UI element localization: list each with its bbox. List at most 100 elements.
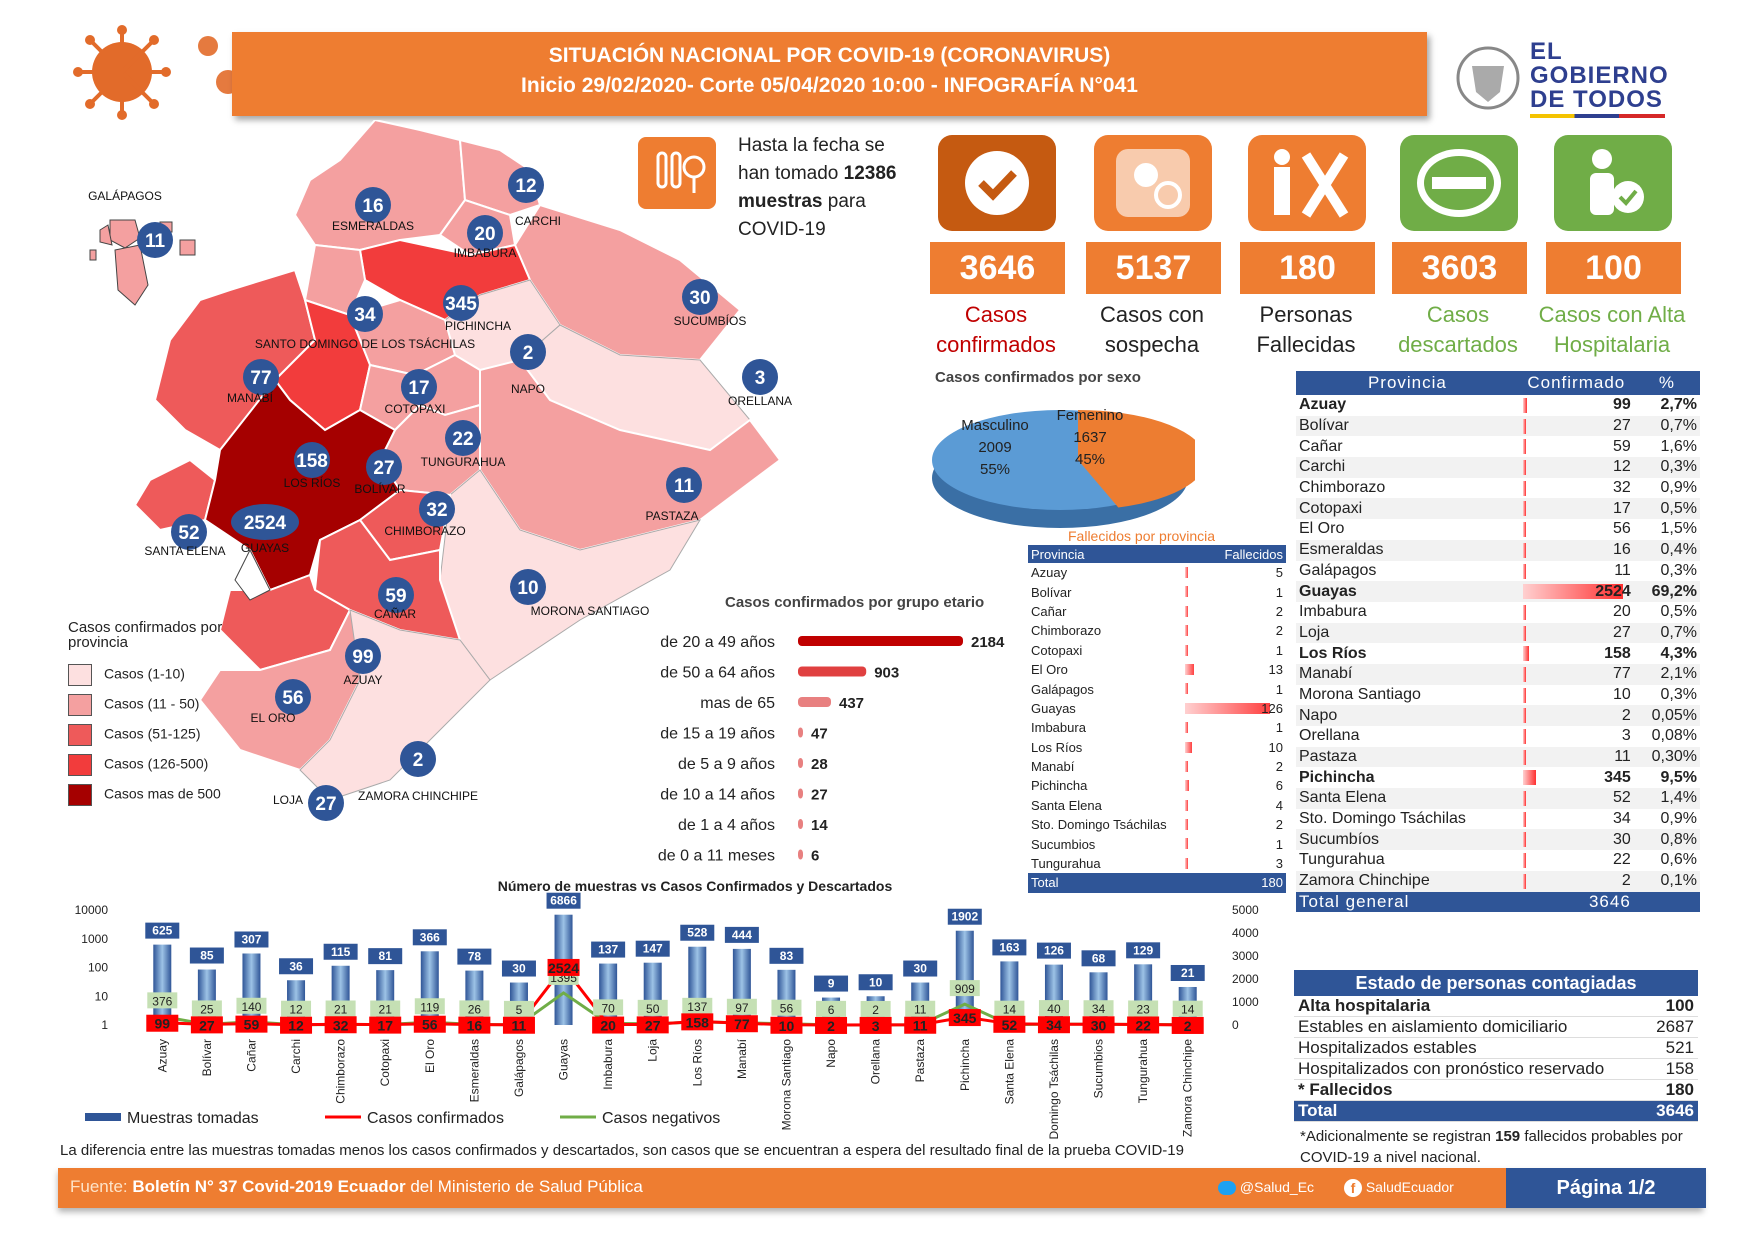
combo-category: Bolívar	[200, 1039, 214, 1076]
combo-neg-label: 6	[828, 1003, 835, 1017]
combo-category: Pichincha	[958, 1039, 972, 1091]
province-row: Sucumbíos 30 0,8%	[1296, 829, 1700, 851]
province-col-provincia: Provincia	[1296, 371, 1519, 395]
age-chart-title: Casos confirmados por grupo etario	[725, 594, 985, 611]
fallecidos-number: 1	[1275, 836, 1283, 852]
province-bar	[1522, 791, 1526, 807]
province-zamora-chinchipe	[299, 609, 491, 801]
facebook-handle[interactable]: SaludEcuador	[1365, 1179, 1454, 1195]
combo-category: Tungurahua	[1136, 1039, 1150, 1104]
legend-swatch	[68, 664, 92, 686]
age-bar	[798, 758, 803, 768]
facebook-icon[interactable]: f	[1343, 1179, 1362, 1198]
footer-bar: Fuente: Boletín N° 37 Covid-2019 Ecuador…	[58, 1168, 1703, 1208]
fallecidos-bar	[1185, 857, 1188, 869]
province-percent: 0,9%	[1660, 810, 1697, 828]
province-row: El Oro 56 1,5%	[1296, 519, 1700, 540]
combo-neg-label-bg	[860, 1000, 891, 1017]
fallecidos-value: 4	[1185, 796, 1286, 815]
combo-legend-label: Casos confirmados	[367, 1110, 504, 1127]
fallecidos-value: 1	[1185, 718, 1286, 737]
province-row: Tungurahua 22 0,6%	[1296, 850, 1700, 871]
province-bar	[1522, 749, 1526, 765]
legend-swatch	[68, 724, 92, 746]
province-row: Zamora Chinchipe 2 0,1%	[1296, 870, 1700, 892]
combo-bar-label-bg	[368, 948, 403, 965]
fallecidos-total-row: Total 180	[1028, 873, 1286, 893]
province-confirmed-value: 99	[1613, 396, 1631, 414]
legend-label: Casos (11 - 50)	[104, 695, 200, 712]
estado-label: * Fallecidos	[1294, 1079, 1647, 1101]
combo-bar	[242, 953, 261, 1025]
combo-bar-label-bg	[814, 975, 849, 992]
province-row: Imbabura 20 0,5%	[1296, 602, 1700, 623]
combo-bar-label-bg	[947, 908, 982, 925]
combo-conf-label: 56	[422, 1017, 438, 1033]
fallecidos-bar	[1185, 780, 1190, 792]
fallecidos-row: Los Ríos 10	[1028, 738, 1286, 757]
province-confirmed-value: 2524	[1595, 582, 1631, 600]
combo-conf-label-bg	[725, 1015, 758, 1033]
person-x-icon	[1248, 135, 1366, 231]
combo-bar-label-bg	[635, 940, 670, 957]
combo-category: Sto. Domingo Tsáchilas	[1047, 1039, 1061, 1140]
footer-boletin: Boletín N° 37 Covid-2019 Ecuador	[132, 1177, 406, 1196]
province-bar-cell	[1518, 415, 1523, 437]
age-label: mas de 65	[700, 695, 775, 712]
combo-bar-label: 163	[999, 940, 1019, 954]
fallecidos-row: Santa Elena 4	[1028, 796, 1286, 815]
pie-fem-pct: 45%	[1075, 451, 1105, 468]
province-percent: 0,05%	[1633, 705, 1700, 726]
province-percent: 0,4%	[1633, 539, 1700, 561]
combo-left-tick: 10	[95, 989, 109, 1003]
estado-value: 2687	[1646, 1016, 1698, 1038]
fallecidos-value: 2	[1185, 815, 1286, 834]
combo-category: Manabí	[735, 1038, 749, 1079]
age-label: de 50 a 64 años	[660, 665, 775, 682]
stat-label-line1: Casos con Alta	[1538, 302, 1686, 327]
province-bar-cell	[1518, 788, 1523, 809]
stat-value-2: 180	[1240, 242, 1375, 294]
province-percent: 0,5%	[1633, 498, 1700, 520]
province-confirmed-value: 158	[1604, 644, 1631, 662]
combo-conf-label-bg	[592, 1016, 625, 1034]
pie-masc-pct: 55%	[980, 461, 1010, 478]
fallecidos-bar	[1185, 663, 1194, 675]
province-confirmed-value: 12	[1613, 458, 1631, 476]
legend-label: Casos (126-500)	[104, 755, 209, 772]
map-legend-title: Casos confirmados por provincia	[68, 619, 223, 651]
combo-conf-label-bg	[993, 1015, 1026, 1033]
combo-bar-label: 366	[420, 930, 440, 944]
twitter-icon[interactable]	[1218, 1181, 1236, 1196]
logo-flag-bar	[1530, 114, 1665, 118]
combo-category: El Oro	[423, 1039, 437, 1073]
province-confirmed-value: 345	[1604, 768, 1631, 786]
combo-neg-label: 2	[872, 1003, 879, 1017]
province-confirmed-value: 59	[1613, 437, 1631, 455]
logo-line-2: GOBIERNO	[1530, 62, 1669, 89]
combo-conf-label-bg	[1127, 1016, 1160, 1034]
province-confirmed: 32	[1522, 478, 1634, 499]
province-confirmed: 30	[1522, 829, 1634, 851]
province-bar	[1522, 563, 1526, 579]
fallecidos-provincia: Imbabura	[1031, 720, 1086, 736]
test-tube-icon	[638, 137, 716, 209]
province-row: Orellana 3 0,08%	[1296, 726, 1700, 747]
combo-bar-label-bg	[992, 939, 1027, 956]
fallecidos-value: 1	[1185, 582, 1286, 601]
combo-neg-label: 50	[646, 1002, 660, 1016]
province-col-percent: %	[1633, 371, 1700, 395]
footer-del: del	[410, 1177, 434, 1196]
map-legend-item: Casos (11 - 50)	[68, 694, 248, 716]
twitter-handle[interactable]: @Salud_Ec	[1239, 1179, 1315, 1195]
combo-neg-label-bg	[816, 1000, 847, 1017]
province-percent: 0,7%	[1633, 622, 1700, 644]
combo-neg-label: 11	[914, 1003, 927, 1017]
province-percent: 0,7%	[1633, 415, 1700, 437]
pie-fem-label: Femenino	[1057, 407, 1124, 424]
province-name: Cañar	[1299, 437, 1343, 455]
combo-bar-label-bg	[769, 947, 804, 964]
fallecidos-row: Chimborazo 2	[1028, 621, 1286, 640]
legend-swatch	[68, 694, 92, 716]
province-confirmed: 2	[1522, 870, 1634, 892]
